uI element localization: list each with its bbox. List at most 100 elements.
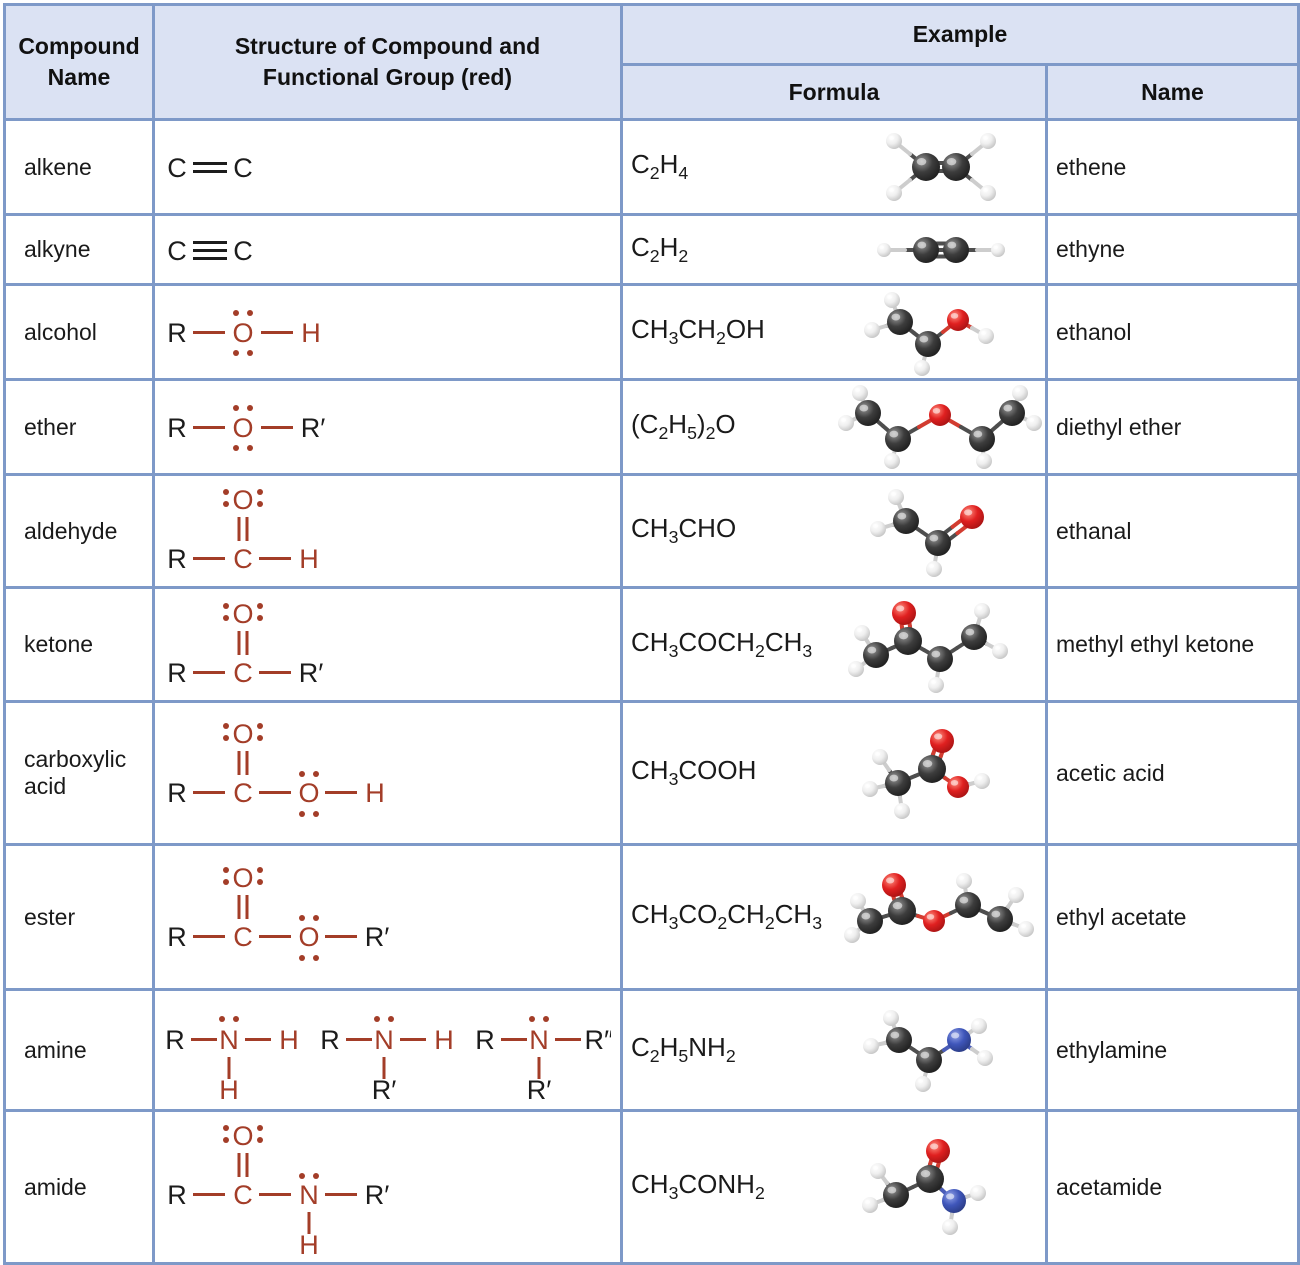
svg-text:R: R	[167, 658, 187, 688]
example-name-label: ethene	[1056, 153, 1127, 180]
svg-text:R: R	[167, 544, 187, 574]
compound-name-label: amide	[24, 1173, 87, 1200]
molecule-wrap	[836, 1133, 1045, 1241]
svg-text:H: H	[301, 318, 321, 348]
svg-text:C: C	[233, 1180, 253, 1210]
compound-name-cell: ketone	[3, 586, 155, 703]
svg-text:R′: R′	[301, 413, 326, 443]
example-name-label: acetic acid	[1056, 759, 1165, 786]
structure-diagram: O R C H	[167, 485, 319, 574]
header-row-2: Formula Name	[5, 63, 1300, 121]
compound-name-label: amine	[24, 1036, 87, 1063]
formula-cell: CH3CO2CH2CH3	[620, 843, 1048, 991]
molecule-wrap	[836, 483, 1045, 579]
structure-diagram: R N HHR N HR′R N R″R′	[165, 1016, 611, 1105]
example-name-cell: acetic acid	[1044, 700, 1300, 846]
molecule-wrap	[836, 381, 1046, 473]
structure-cell: R N H H R N H R′ R N R″ R′	[152, 988, 623, 1112]
svg-text:R: R	[167, 1180, 187, 1210]
table-row: aldehyde O R C H CH3CHO ethanal	[3, 473, 1300, 589]
svg-text:R′: R′	[365, 1180, 390, 1210]
svg-text:H: H	[279, 1025, 299, 1055]
svg-text:R′: R′	[527, 1075, 552, 1105]
table-body: alkene C C C2H4 ethene alkyne C C C2H2 ethyne alco…	[3, 118, 1300, 1265]
example-name-cell: ethylamine	[1044, 988, 1300, 1112]
svg-text:N: N	[374, 1025, 394, 1055]
formula-cell-content: C2H5NH2	[631, 1006, 1045, 1094]
compound-name-label: aldehyde	[24, 517, 118, 544]
formula-cell-content: CH3CONH2	[631, 1133, 1045, 1241]
header-example: Example	[619, 3, 1300, 66]
formula-cell-content: C2H2	[631, 218, 1045, 282]
svg-text:R: R	[167, 922, 187, 952]
compound-name-cell: aldehyde	[3, 473, 155, 589]
functional-groups-table: Compound Name Structure of Compound and …	[3, 3, 1300, 1265]
compound-name-label: ester	[24, 903, 76, 930]
header-structure: Structure of Compound and Functional Gro…	[152, 3, 623, 121]
formula-cell: CH3COOH	[620, 700, 1048, 846]
svg-text:C: C	[233, 778, 253, 808]
formula-cell: CH3COCH2CH3	[620, 586, 1048, 703]
molecule-wrap	[836, 286, 1045, 378]
compound-name-cell: ether	[3, 378, 155, 476]
svg-text:C: C	[233, 922, 253, 952]
svg-text:O: O	[232, 485, 253, 515]
svg-text:R′: R′	[365, 922, 390, 952]
structure-diagram: OR C O H	[167, 719, 385, 817]
structure-diagram: R O R′	[167, 405, 326, 451]
header-row-1: Compound Name Structure of Compound and …	[3, 3, 1300, 121]
compound-name-label: ether	[24, 413, 77, 440]
table-row: ketone O R C R′ CH3COCH2CH3 methyl ethyl keton…	[3, 586, 1300, 703]
svg-text:H: H	[299, 544, 319, 574]
svg-text:R′: R′	[372, 1075, 397, 1105]
molecule-model	[863, 292, 994, 376]
svg-text:O: O	[232, 599, 253, 629]
formula-cell: C2H2	[620, 213, 1048, 286]
molecule-model	[876, 236, 1005, 263]
table-row: ester O R C O R′ CH3CO2CH2CH3 ethyl acetate	[3, 843, 1300, 991]
svg-text:R: R	[167, 413, 187, 443]
example-name-label: acetamide	[1056, 1173, 1163, 1200]
formula-cell-content: C2H4	[631, 121, 1045, 213]
example-name-label: methyl ethyl ketone	[1056, 631, 1255, 657]
table-row: carboxylic acid O R C O H CH3COOH acetic acid	[3, 700, 1300, 846]
compound-name-cell: alcohol	[3, 283, 155, 381]
header-formula: Formula	[620, 63, 1048, 121]
formula-cell-content: CH3COOH	[631, 721, 1045, 825]
structure-cell: O R C O R′	[152, 843, 623, 991]
example-name-cell: ethyl acetate	[1044, 843, 1300, 991]
formula-label: CH3CHO	[631, 513, 737, 548]
compound-name-label: alkene	[24, 153, 92, 180]
svg-text:R″: R″	[584, 1025, 611, 1055]
table-row: alkyne C C C2H2 ethyne	[3, 213, 1300, 286]
example-name-cell: ethyne	[1044, 213, 1300, 286]
svg-text:R: R	[167, 778, 187, 808]
svg-text:N: N	[219, 1025, 239, 1055]
table-row: alcohol R O H CH3CH2OH ethanol	[3, 283, 1300, 381]
example-name-label: ethyne	[1056, 236, 1126, 262]
svg-text:O: O	[232, 719, 253, 749]
svg-text:N: N	[299, 1180, 319, 1210]
molecule-model	[861, 729, 990, 819]
svg-text:R: R	[165, 1025, 185, 1055]
svg-text:C: C	[167, 236, 187, 266]
example-name-cell: ethanal	[1044, 473, 1300, 589]
formula-cell: CH3CHO	[620, 473, 1048, 589]
svg-text:O: O	[232, 1121, 253, 1151]
svg-text:H: H	[434, 1025, 454, 1055]
svg-text:C: C	[233, 153, 253, 183]
compound-name-cell: amine	[3, 988, 155, 1112]
example-name-label: ethyl acetate	[1056, 903, 1187, 930]
molecule-model	[844, 873, 1034, 943]
header-name: Name	[1044, 63, 1300, 121]
svg-text:O: O	[232, 318, 253, 348]
svg-text:C: C	[233, 658, 253, 688]
formula-label: C2H2	[631, 231, 689, 267]
formula-cell-content: CH3CO2CH2CH3	[631, 869, 1045, 965]
compound-name-cell: carboxylic acid	[3, 700, 155, 846]
compound-name-label: carboxylic acid	[24, 746, 127, 799]
